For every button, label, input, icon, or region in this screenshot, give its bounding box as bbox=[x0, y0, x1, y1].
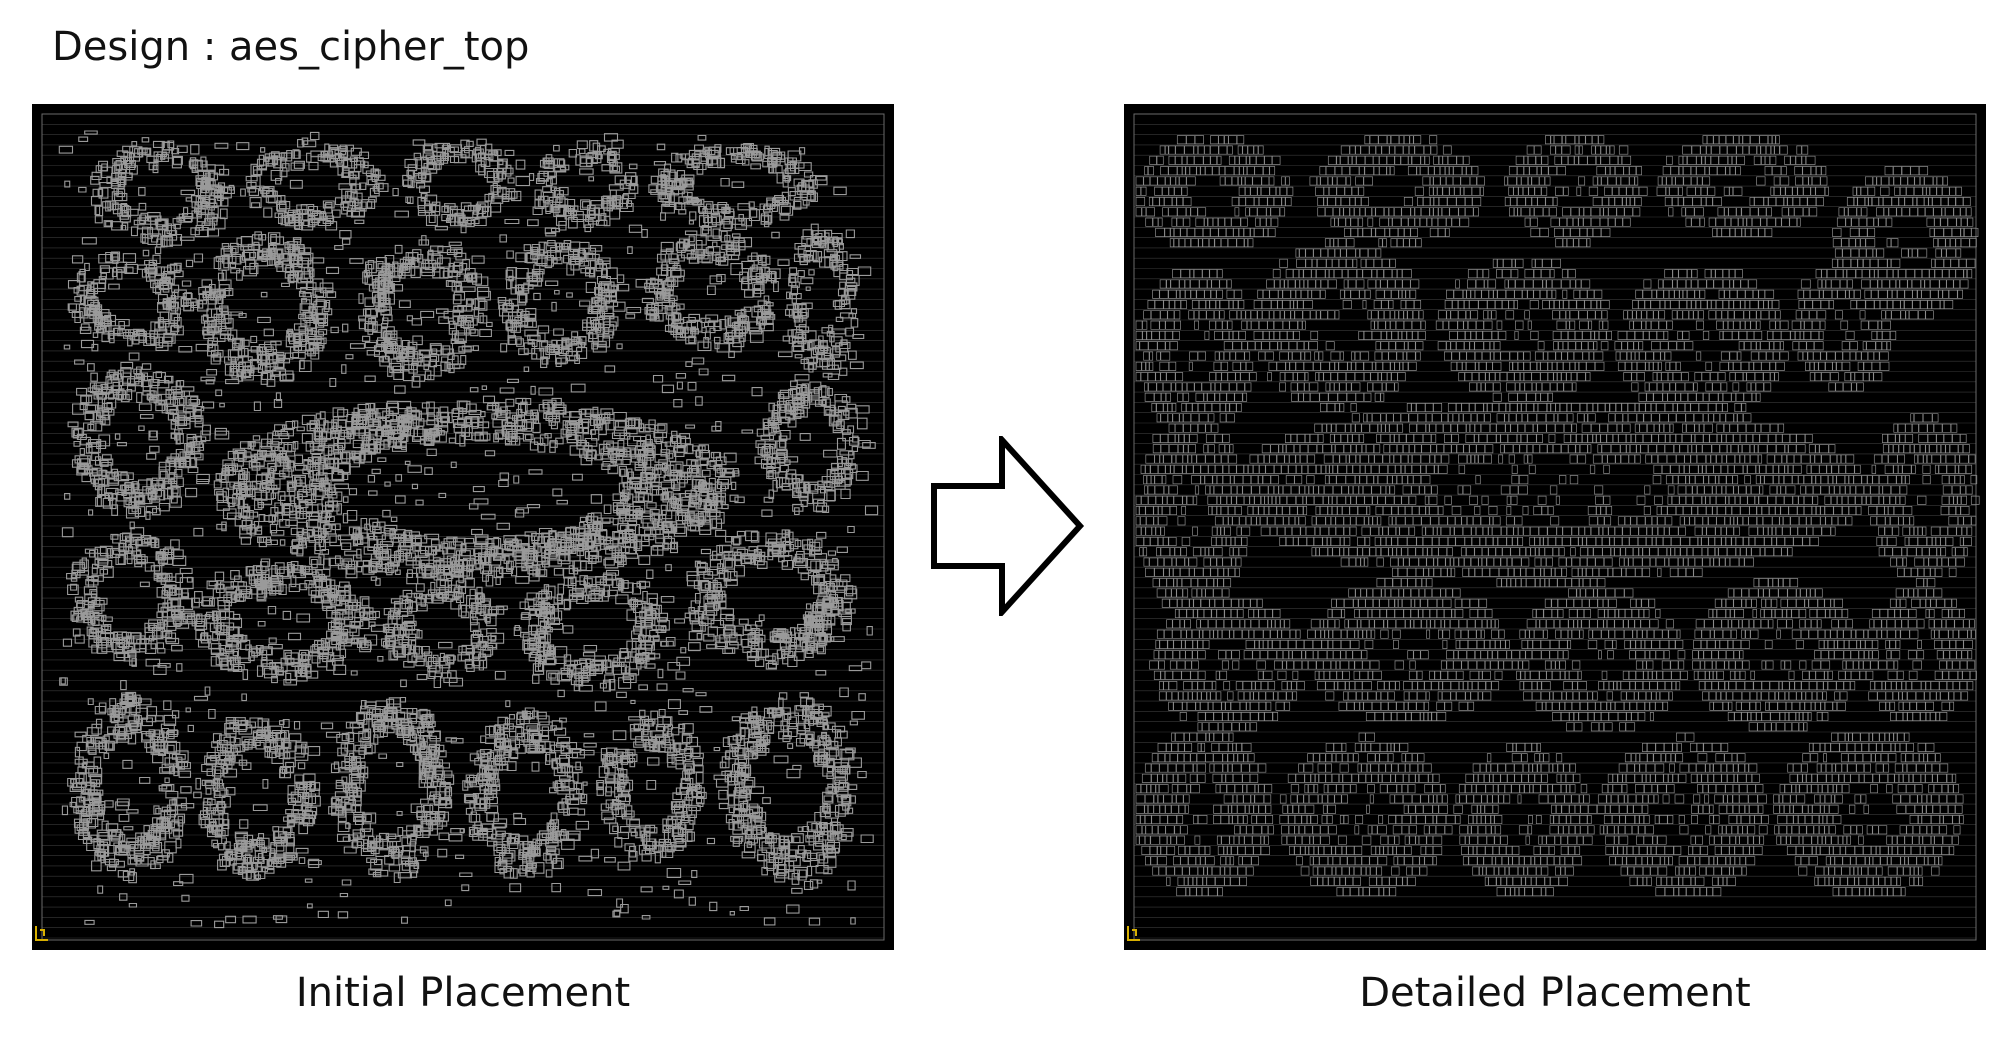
design-title: Design : aes_cipher_top bbox=[52, 24, 530, 70]
initial-placement-layout bbox=[32, 104, 894, 950]
corner-origin-marker-icon bbox=[35, 926, 48, 941]
flow-arrow-shape bbox=[931, 436, 1085, 616]
detailed-placement-layout bbox=[1124, 104, 1986, 950]
initial-placement-caption: Initial Placement bbox=[295, 970, 631, 1016]
detailed-placement-view bbox=[1124, 104, 1986, 950]
corner-origin-marker-icon bbox=[1127, 926, 1140, 941]
right-arrow-outline-icon bbox=[931, 436, 1085, 616]
detailed-placement-caption: Detailed Placement bbox=[1359, 970, 1751, 1016]
initial-placement-view bbox=[32, 104, 894, 950]
